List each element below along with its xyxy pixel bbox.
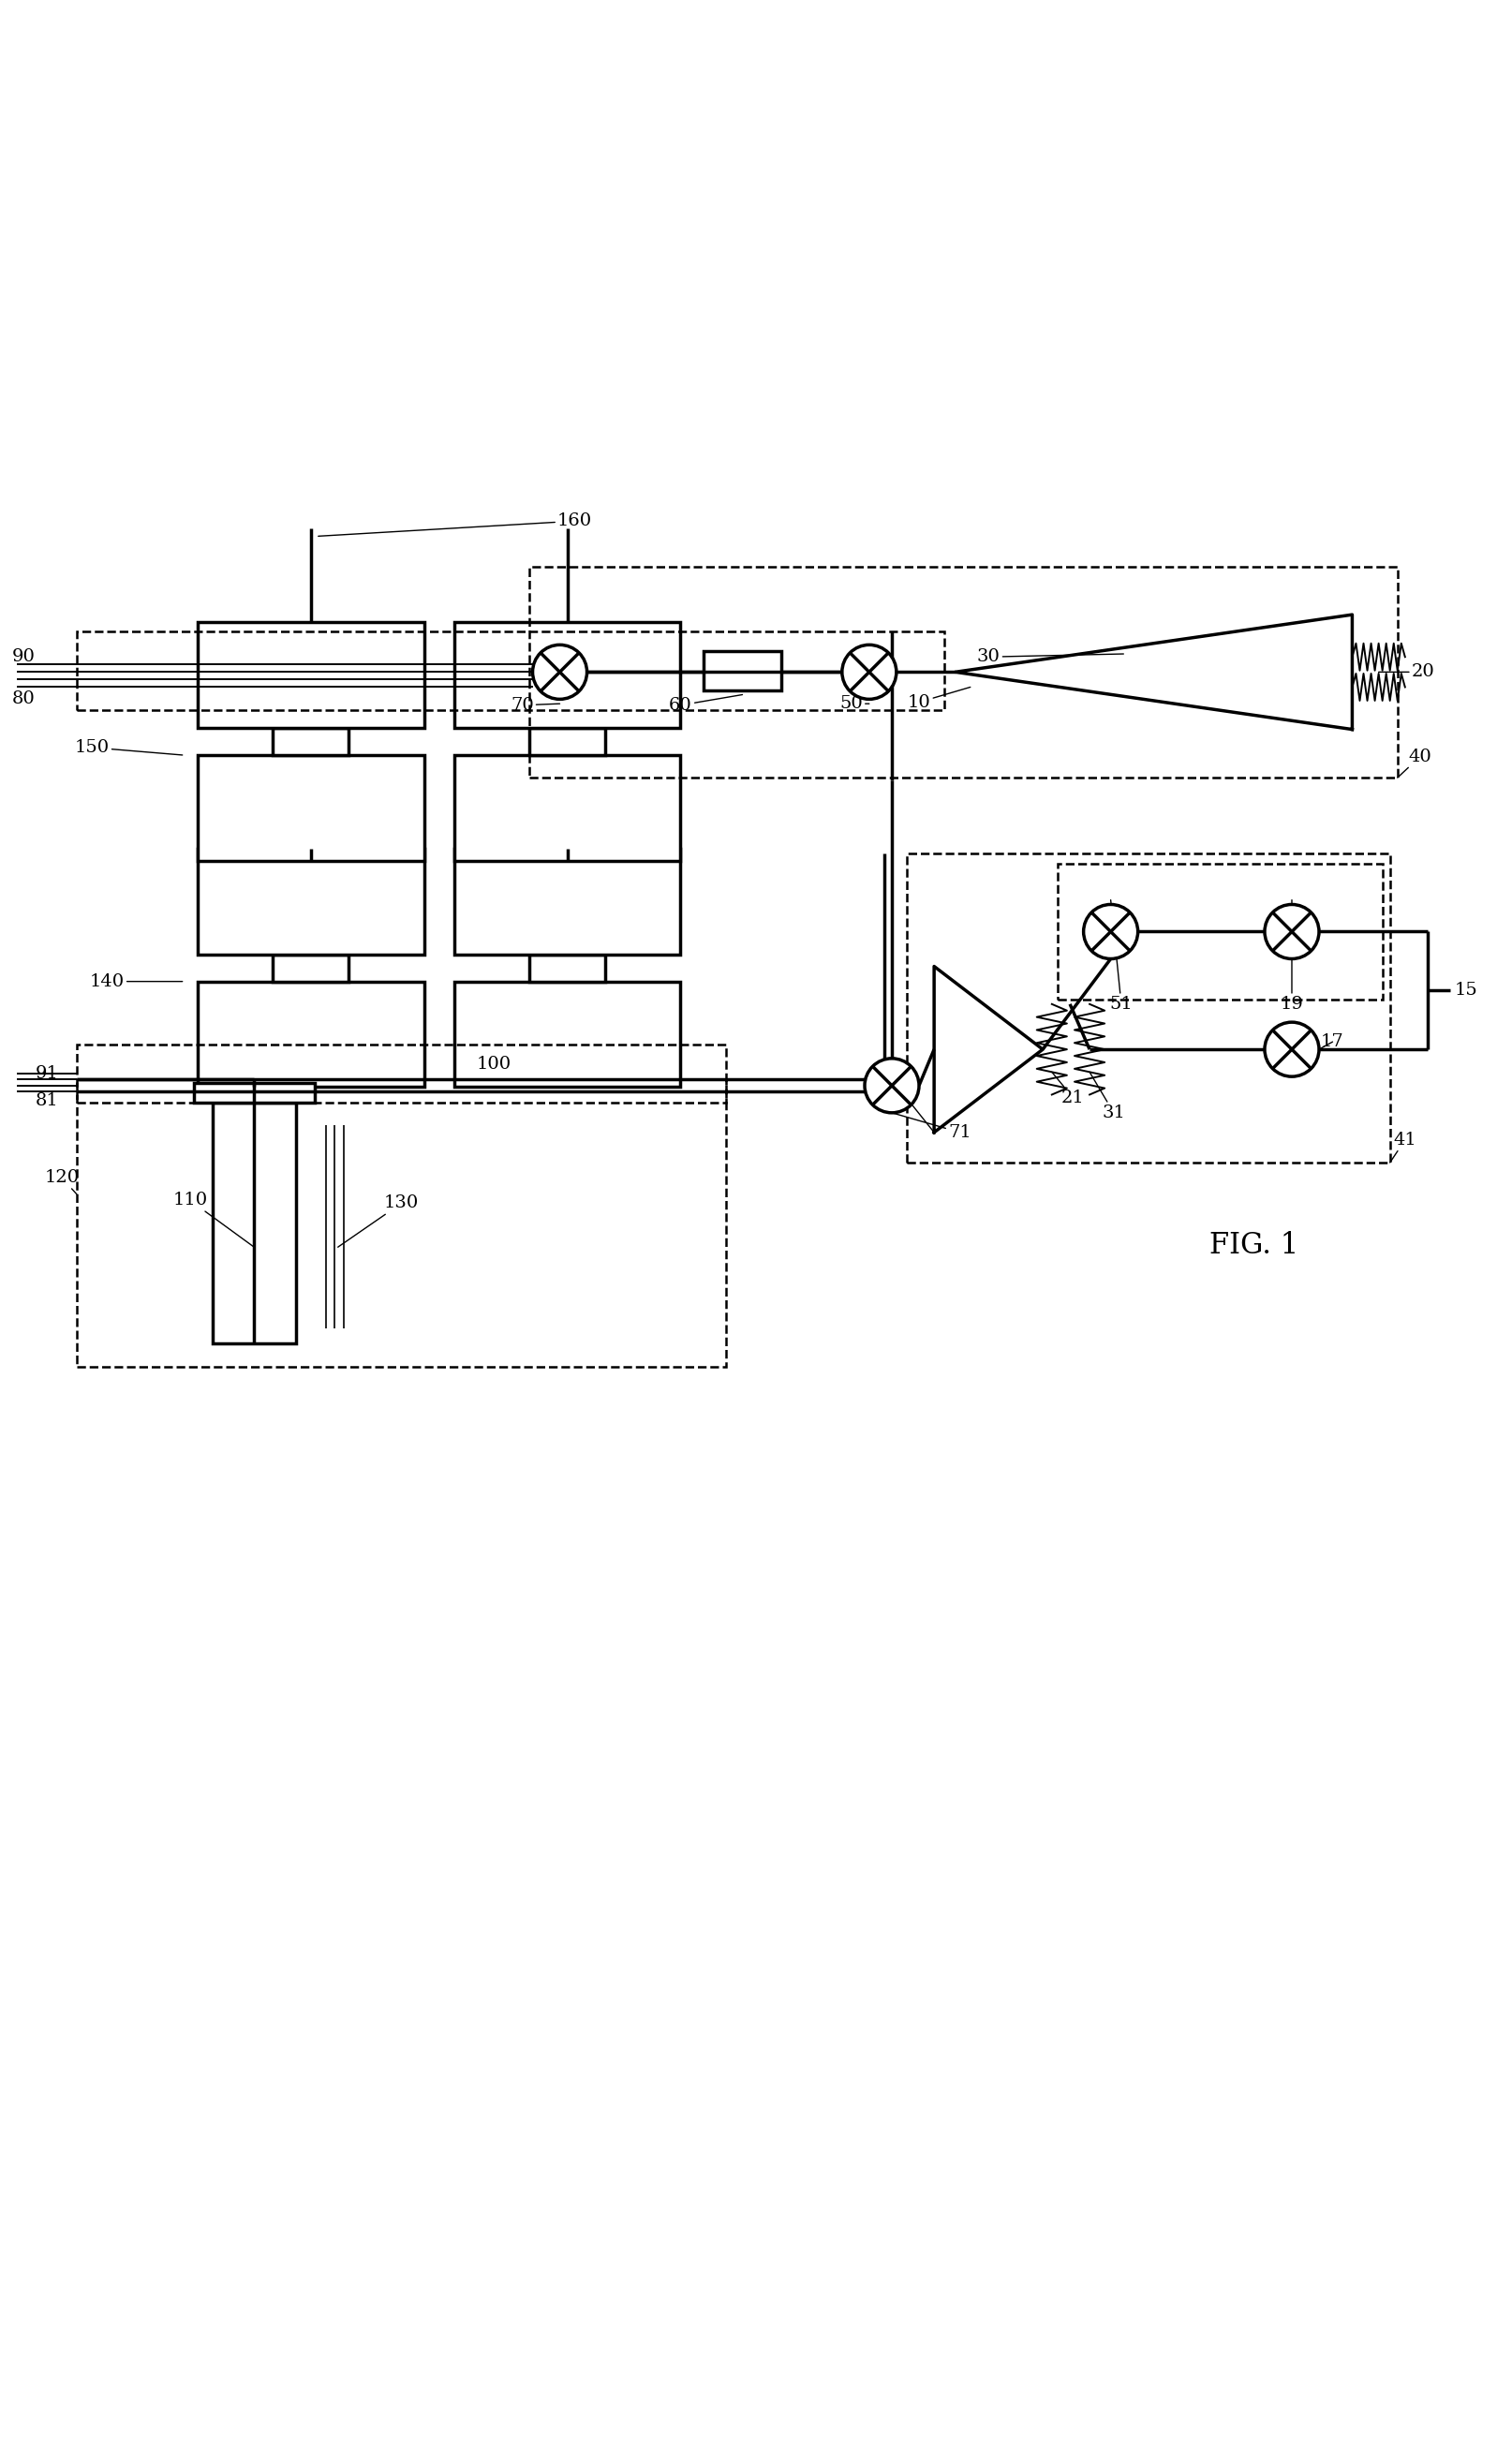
Text: 15: 15	[1455, 982, 1479, 999]
Bar	[907, 854, 1390, 1162]
Text: 120: 120	[44, 1169, 79, 1194]
Bar	[454, 982, 680, 1088]
Bar	[77, 1046, 726, 1103]
Text: 60: 60	[668, 694, 742, 714]
Bar	[274, 955, 348, 982]
Bar	[703, 650, 782, 689]
Text: 110: 110	[172, 1191, 254, 1248]
Bar	[454, 756, 680, 861]
Circle shape	[1084, 906, 1139, 960]
Circle shape	[842, 645, 897, 699]
Bar	[454, 623, 680, 728]
Circle shape	[532, 645, 587, 699]
Text: 19: 19	[1281, 901, 1303, 1011]
Text: 20: 20	[1379, 664, 1435, 679]
Bar	[77, 632, 945, 709]
Bar	[529, 566, 1397, 778]
Bar	[529, 955, 605, 982]
Circle shape	[1264, 1021, 1318, 1075]
Text: 50: 50	[839, 696, 869, 711]
Bar	[198, 982, 423, 1088]
Text: 150: 150	[74, 738, 183, 756]
Text: 21: 21	[1052, 1073, 1084, 1105]
Text: 70: 70	[511, 696, 559, 714]
Text: 31: 31	[1090, 1073, 1125, 1122]
Bar	[213, 1103, 296, 1344]
Text: 130: 130	[337, 1196, 419, 1248]
Text: 90: 90	[12, 650, 35, 664]
Bar	[529, 728, 605, 756]
Text: 17: 17	[1318, 1034, 1344, 1051]
Text: 30: 30	[977, 650, 1123, 664]
Circle shape	[865, 1058, 919, 1112]
Text: 10: 10	[907, 687, 971, 711]
Text: 81: 81	[35, 1093, 59, 1110]
Text: FIG. 1: FIG. 1	[1210, 1230, 1299, 1260]
Bar	[198, 623, 423, 728]
Circle shape	[1264, 906, 1318, 960]
Text: 80: 80	[12, 692, 35, 709]
Text: 91: 91	[35, 1066, 59, 1083]
Text: 140: 140	[89, 972, 183, 989]
Text: 51: 51	[1110, 901, 1132, 1011]
Bar	[454, 849, 680, 955]
Text: 71: 71	[892, 1112, 971, 1142]
Bar	[198, 756, 423, 861]
Bar	[194, 1083, 314, 1103]
Text: 100: 100	[476, 1056, 511, 1073]
Text: 160: 160	[318, 512, 593, 536]
Bar	[77, 1080, 726, 1366]
Text: 11: 11	[892, 1085, 934, 1132]
Text: 41: 41	[1390, 1132, 1417, 1162]
Bar	[274, 728, 348, 756]
Text: 40: 40	[1397, 748, 1432, 778]
Bar	[198, 849, 423, 955]
Bar	[1058, 864, 1382, 999]
